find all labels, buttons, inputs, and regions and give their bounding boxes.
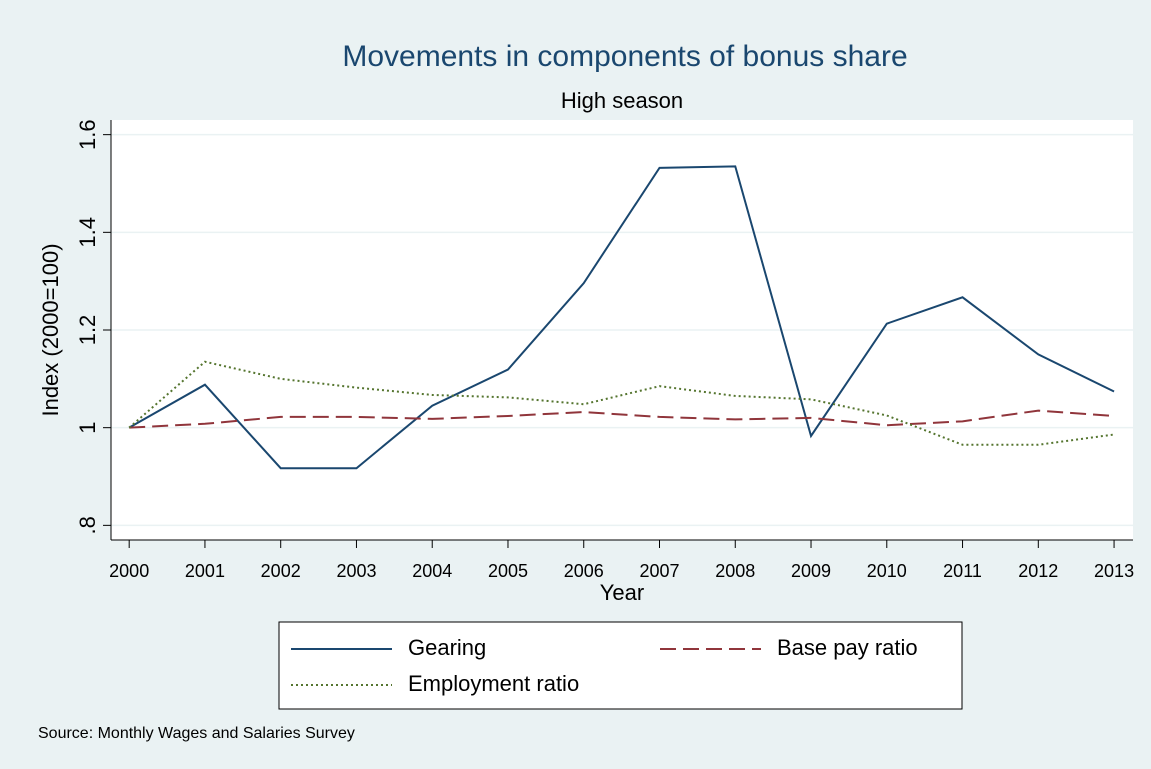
legend-label: Base pay ratio [777, 635, 918, 660]
x-tick-label: 2006 [564, 561, 604, 581]
chart-subtitle: High season [561, 88, 683, 113]
x-tick-label: 2008 [715, 561, 755, 581]
x-tick-label: 2009 [791, 561, 831, 581]
x-tick-label: 2012 [1018, 561, 1058, 581]
x-axis-title: Year [600, 580, 644, 605]
x-tick-label: 2005 [488, 561, 528, 581]
x-tick-label: 2011 [943, 561, 982, 581]
source-note: Source: Monthly Wages and Salaries Surve… [38, 725, 355, 742]
y-tick-label: 1 [75, 422, 100, 434]
x-tick-label: 2001 [185, 561, 225, 581]
legend-box [278, 621, 963, 710]
x-tick-label: 2004 [412, 561, 452, 581]
data-line [128, 165, 1115, 470]
x-tick-label: 2013 [1094, 561, 1134, 581]
x-tick-label: 2002 [261, 561, 301, 581]
data-line [129, 409, 1115, 429]
y-tick-label: .8 [75, 516, 100, 534]
y-tick-label: 1.6 [75, 119, 100, 150]
y-axis-title: Index (2000=100) [38, 243, 63, 416]
x-tick-label: 2003 [336, 561, 376, 581]
legend-label: Employment ratio [408, 671, 579, 696]
x-tick-label: 2010 [867, 561, 907, 581]
x-tick-label: 2007 [639, 561, 679, 581]
y-tick-label: 1.2 [75, 315, 100, 346]
x-tick-label: 2000 [109, 561, 149, 581]
data-line [128, 360, 1115, 446]
legend-label: Gearing [408, 635, 486, 660]
chart-title: Movements in components of bonus share [342, 40, 907, 73]
y-tick-label: 1.4 [75, 217, 100, 248]
